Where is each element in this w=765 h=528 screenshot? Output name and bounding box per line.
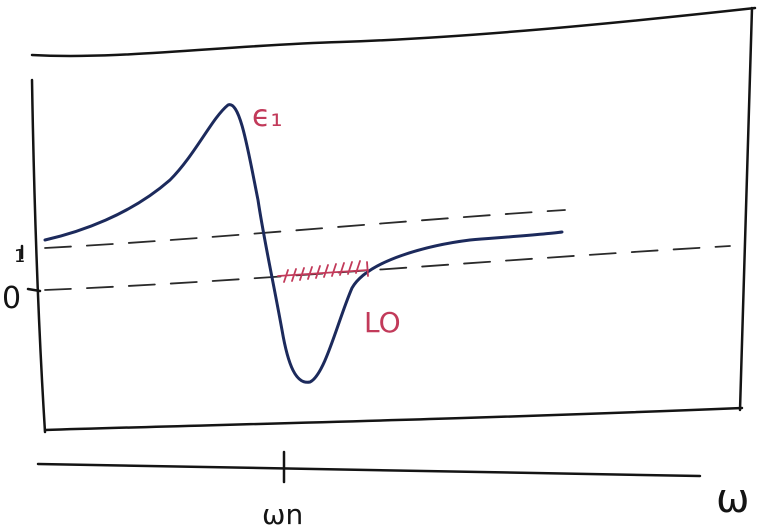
epsilon-infinity-dashed-line <box>44 209 566 249</box>
omega-axis-label: ω <box>716 476 750 522</box>
zero-dashed-line <box>44 245 731 291</box>
lo-hatch-band <box>277 260 369 283</box>
y-axis <box>30 78 47 434</box>
frame-right-edge <box>738 6 754 412</box>
zero-label: 0 <box>2 281 21 316</box>
one-label: 1 <box>14 246 25 267</box>
omega-axis <box>36 462 702 478</box>
omega-n-label: ωn <box>262 498 303 528</box>
frame-top-edge <box>30 6 757 58</box>
lo-label: LO <box>364 306 401 339</box>
zero-tick <box>26 287 42 293</box>
epsilon-curve <box>43 103 564 384</box>
epsilon-label: ϵ₁ <box>252 99 282 134</box>
frame-bottom-edge <box>43 406 744 432</box>
